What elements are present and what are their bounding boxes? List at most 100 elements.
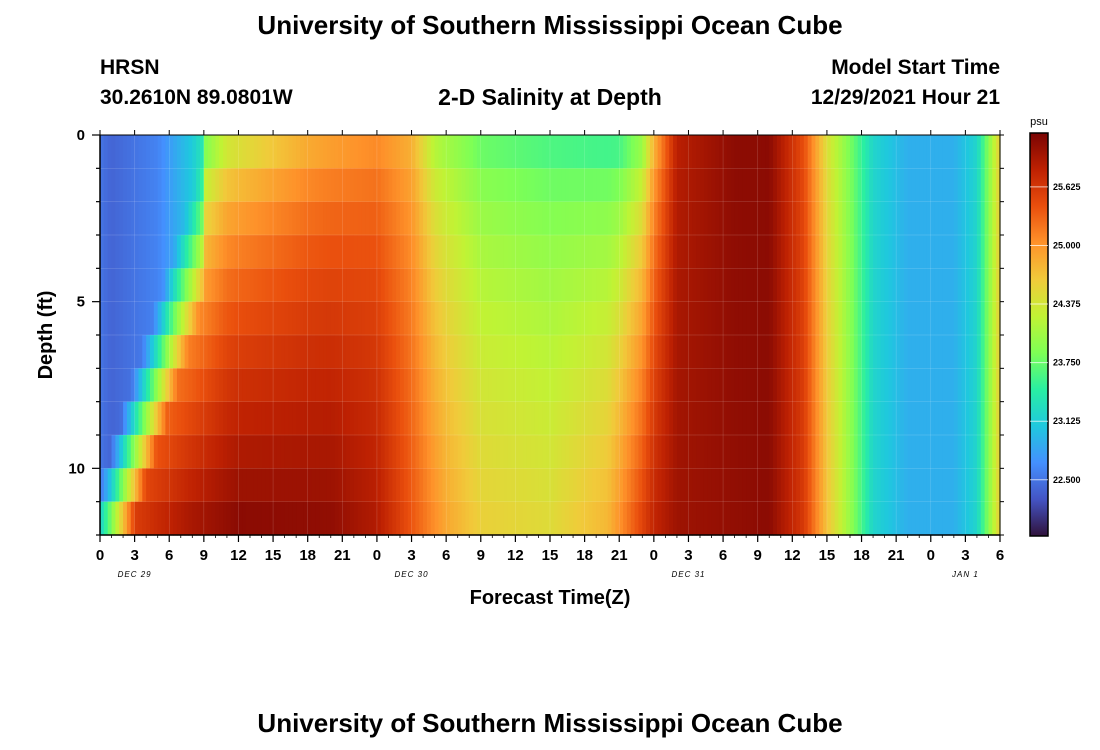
heatmap-cell: [657, 168, 663, 203]
heatmap-cell: [261, 368, 266, 403]
heatmap-cell: [265, 501, 270, 536]
heatmap-cell: [557, 335, 563, 369]
heatmap-cell: [657, 468, 663, 503]
heatmap-cell: [692, 468, 697, 503]
heatmap-cell: [996, 435, 1001, 469]
heatmap-cell: [192, 468, 197, 503]
heatmap-cell: [869, 268, 874, 303]
heatmap-cell: [176, 401, 182, 436]
heatmap-cell: [550, 501, 555, 536]
heatmap-cell: [107, 268, 113, 303]
heatmap-cell: [461, 168, 466, 203]
heatmap-cell: [219, 268, 224, 303]
heatmap-cell: [584, 501, 590, 536]
heatmap-cell: [984, 501, 990, 536]
heatmap-cell: [334, 135, 340, 169]
heatmap-cell: [984, 301, 990, 336]
heatmap-cell: [238, 335, 243, 369]
heatmap-cell: [442, 435, 447, 469]
heatmap-cell: [934, 268, 940, 303]
heatmap-cell: [446, 501, 451, 536]
heatmap-cell: [580, 401, 586, 436]
heatmap-cell: [753, 368, 759, 403]
heatmap-cell: [196, 368, 201, 403]
heatmap-cell: [773, 468, 778, 503]
heatmap-cell: [823, 268, 828, 303]
heatmap-cell: [676, 368, 682, 403]
heatmap-cell: [434, 135, 440, 169]
heatmap-cell: [334, 335, 340, 369]
heatmap-cell: [988, 501, 993, 536]
heatmap-cell: [834, 268, 840, 303]
heatmap-cell: [634, 135, 640, 169]
heatmap-cell: [873, 168, 878, 203]
heatmap-cell: [580, 335, 586, 369]
heatmap-cell: [961, 468, 966, 503]
heatmap-cell: [192, 368, 197, 403]
heatmap-cell: [446, 335, 451, 369]
heatmap-cell: [630, 468, 636, 503]
heatmap-cell: [703, 268, 709, 303]
heatmap-cell: [769, 301, 774, 336]
heatmap-cell: [180, 468, 186, 503]
heatmap-cell: [230, 168, 236, 203]
heatmap-cell: [426, 301, 432, 336]
heatmap-cell: [376, 501, 382, 536]
heatmap-cell: [215, 201, 220, 236]
heatmap-cell: [526, 368, 532, 403]
heatmap-cell: [342, 501, 347, 536]
heatmap-cell: [530, 301, 536, 336]
heatmap-cell: [838, 468, 843, 503]
heatmap-cell: [584, 301, 590, 336]
x-tick-label: 15: [265, 547, 282, 564]
heatmap-cell: [292, 468, 297, 503]
heatmap-cell: [984, 135, 990, 169]
heatmap-cell: [496, 401, 501, 436]
heatmap-cell: [884, 401, 890, 436]
heatmap-cell: [992, 435, 997, 469]
heatmap-cell: [565, 268, 570, 303]
heatmap-cell: [796, 501, 801, 536]
heatmap-cell: [696, 268, 701, 303]
heatmap-cell: [384, 468, 390, 503]
heatmap-cell: [184, 201, 190, 236]
heatmap-cell: [596, 468, 601, 503]
heatmap-cell: [730, 468, 736, 503]
heatmap-cell: [592, 168, 597, 203]
heatmap-cell: [273, 201, 278, 236]
heatmap-cell: [446, 168, 451, 203]
heatmap-cell: [950, 501, 955, 536]
heatmap-cell: [892, 368, 897, 403]
heatmap-cell: [515, 435, 520, 469]
heatmap-cell: [761, 268, 766, 303]
heatmap-cell: [823, 435, 828, 469]
heatmap-cell: [346, 468, 351, 503]
heatmap-cell: [976, 501, 982, 536]
heatmap-cell: [438, 368, 443, 403]
heatmap-cell: [600, 301, 605, 336]
heatmap-cell: [580, 268, 586, 303]
heatmap-cell: [230, 501, 236, 536]
heatmap-cell: [734, 468, 740, 503]
heatmap-cell: [176, 135, 182, 169]
heatmap-cell: [842, 501, 847, 536]
heatmap-cell: [923, 301, 928, 336]
heatmap-cell: [750, 135, 755, 169]
heatmap-cell: [707, 435, 713, 469]
heatmap-cell: [888, 135, 893, 169]
heatmap-cell: [800, 135, 805, 169]
heatmap-cell: [511, 401, 516, 436]
heatmap-cell: [426, 468, 432, 503]
heatmap-cell: [230, 401, 236, 436]
heatmap-cell: [296, 268, 301, 303]
heatmap-cell: [915, 501, 920, 536]
heatmap-cell: [823, 468, 828, 503]
heatmap-cell: [284, 135, 290, 169]
heatmap-cell: [146, 501, 151, 536]
heatmap-cell: [238, 435, 243, 469]
heatmap-cell: [657, 401, 663, 436]
heatmap-cell: [565, 501, 570, 536]
heatmap-cell: [561, 268, 566, 303]
heatmap-cell: [326, 468, 332, 503]
heatmap-cell: [326, 435, 332, 469]
